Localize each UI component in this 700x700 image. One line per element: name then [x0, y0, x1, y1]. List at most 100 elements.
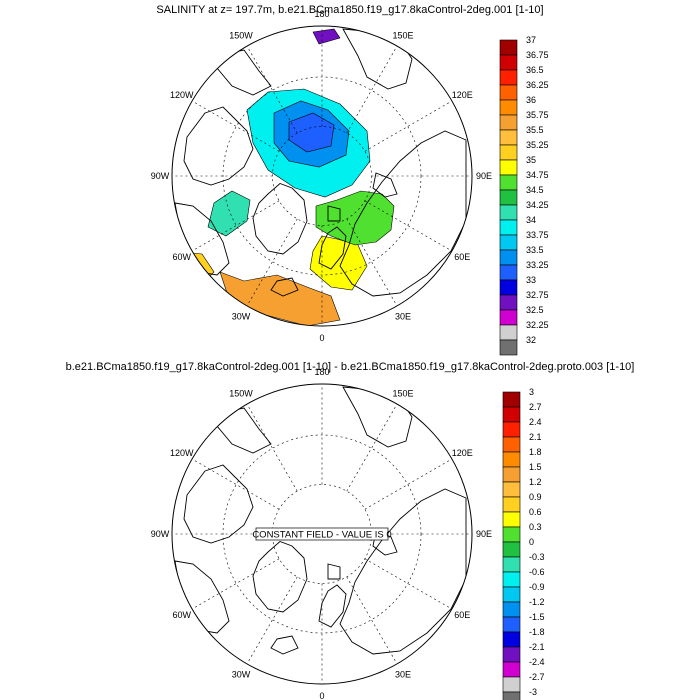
- colorbar-swatch: [499, 39, 518, 56]
- longitude-label: 180: [314, 9, 329, 19]
- colorbar-tick-label: 36.75: [526, 50, 549, 60]
- map-boundary: [171, 383, 473, 685]
- colorbar-tick-label: 37: [526, 35, 536, 45]
- constant-field-box: [255, 527, 389, 541]
- colorbar-swatch: [499, 204, 518, 221]
- colorbar-swatch: [502, 661, 521, 678]
- colorbar-swatch: [499, 99, 518, 116]
- meridian-line-2: [346, 403, 398, 492]
- meridian-line-3: [364, 100, 453, 152]
- chart-panel-2: b.e21.BCma1850.f19_g17.8kaControl-2deg.0…: [66, 361, 635, 700]
- colorbar-tick-label: 1.2: [529, 477, 542, 487]
- colorbar-swatch: [502, 391, 521, 408]
- colorbar-tick-label: 32.75: [526, 290, 549, 300]
- colorbar-tick-label: 2.4: [529, 417, 542, 427]
- colorbar-swatch: [502, 676, 521, 693]
- meridian-line-12: [246, 45, 298, 134]
- chart-title: b.e21.BCma1850.f19_g17.8kaControl-2deg.0…: [66, 361, 635, 373]
- meridian-line-5: [364, 200, 453, 252]
- colorbar-swatch: [502, 496, 521, 513]
- longitude-label: 30E: [395, 311, 411, 321]
- colorbar-swatch: [502, 421, 521, 438]
- colorbar-swatch: [499, 249, 518, 266]
- novaya-zemlya-coast: [372, 530, 398, 556]
- longitude-label: 120W: [170, 90, 194, 100]
- colorbar-tick-label: 0.3: [529, 522, 542, 532]
- colorbar-tick-label: 2.7: [529, 402, 542, 412]
- chart-title: SALINITY at z= 197.7m, b.e21.BCma1850.f1…: [156, 4, 543, 16]
- greenland-coast: [252, 182, 308, 255]
- colorbar-swatch: [499, 159, 518, 176]
- meridian-line-5: [364, 558, 453, 610]
- longitude-label: 150E: [392, 31, 413, 41]
- colorbar-tick-label: 0: [529, 537, 534, 547]
- colorbar-swatch: [499, 279, 518, 296]
- colorbar-tick-label: 1.5: [529, 462, 542, 472]
- colorbar-swatch: [502, 616, 521, 633]
- colorbar-tick-label: -2.4: [529, 657, 545, 667]
- longitude-label: 90E: [476, 171, 492, 181]
- colorbar-tick-label: 34: [526, 215, 536, 225]
- longitude-label: 90E: [476, 529, 492, 539]
- colorbar-tick-label: 34.75: [526, 170, 549, 180]
- colorbar-swatch: [499, 309, 518, 326]
- colorbar-tick-label: 35.75: [526, 110, 549, 120]
- colorbar-swatch: [499, 294, 518, 311]
- colorbar-tick-label: -0.9: [529, 582, 545, 592]
- colorbar-tick-label: -0.3: [529, 552, 545, 562]
- colorbar-tick-label: 36.5: [526, 65, 544, 75]
- colorbar-swatch: [499, 114, 518, 131]
- svalbard-coast: [327, 563, 341, 580]
- longitude-label: 60W: [172, 610, 191, 620]
- colorbar-tick-label: 3: [529, 387, 534, 397]
- meridian-line-6: [346, 218, 398, 307]
- colorbar-tick-label: -2.7: [529, 672, 545, 682]
- colorbar-tick-label: 34.25: [526, 200, 549, 210]
- colorbar-swatch: [502, 481, 521, 498]
- longitude-label: 30E: [395, 669, 411, 679]
- map-boundary: [171, 25, 473, 327]
- colorbar-tick-label: 35: [526, 155, 536, 165]
- colorbar-swatch: [499, 54, 518, 71]
- colorbar-tick-label: 36.25: [526, 80, 549, 90]
- colorbar-swatch: [502, 571, 521, 588]
- colorbar-swatch: [499, 324, 518, 341]
- meridian-line-12: [246, 403, 298, 492]
- colorbar-tick-label: 33.75: [526, 230, 549, 240]
- longitude-label: 180: [314, 367, 329, 377]
- longitude-label: 0: [319, 333, 324, 343]
- svalbard-coast: [327, 205, 341, 222]
- colorbar-swatch: [499, 129, 518, 146]
- colorbar-tick-label: 35.5: [526, 125, 544, 135]
- field-baffin-bay: [207, 190, 251, 237]
- longitude-label: 150E: [392, 389, 413, 399]
- colorbar-tick-label: -1.2: [529, 597, 545, 607]
- scandinavia-coast: [318, 584, 347, 628]
- colorbar-tick-label: 2.1: [529, 432, 542, 442]
- eurasia-coast: [339, 130, 467, 297]
- canadian-archipelago-coast: [183, 106, 254, 186]
- colorbar-swatch: [502, 526, 521, 543]
- scandinavia-coast: [318, 226, 347, 270]
- colorbar-swatch: [499, 84, 518, 101]
- novaya-zemlya-coast: [372, 172, 398, 198]
- meridian-line-8: [246, 576, 298, 665]
- colorbar: 3 2.7 2.4 2.1 1.8 1.5 1.2 0.9 0.6 0.3 0 -0.3 -0.6 -0.…: [502, 387, 545, 700]
- longitude-label: 150W: [229, 389, 253, 399]
- eurasia-coast: [339, 488, 467, 655]
- constant-field-annotation: CONSTANT FIELD - VALUE IS 0: [252, 530, 391, 541]
- iceland-coast: [270, 635, 299, 655]
- colorbar-swatch: [502, 601, 521, 618]
- longitude-label: 120W: [170, 448, 194, 458]
- colorbar-swatch: [502, 631, 521, 648]
- longitude-label: 60E: [454, 252, 470, 262]
- colorbar-tick-label: 33: [526, 275, 536, 285]
- chart-panel-1: SALINITY at z= 197.7m, b.e21.BCma1850.f1…: [151, 4, 549, 356]
- colorbar: 37 36.75 36.5 36.25 36 35.75 35.5 35.25 35 34.75 3…: [499, 35, 549, 356]
- longitude-label: 90W: [151, 171, 170, 181]
- meridian-line-11: [191, 100, 280, 152]
- meridian-line-11: [191, 458, 280, 510]
- colorbar-swatch: [502, 511, 521, 528]
- longitude-label: 150W: [229, 31, 253, 41]
